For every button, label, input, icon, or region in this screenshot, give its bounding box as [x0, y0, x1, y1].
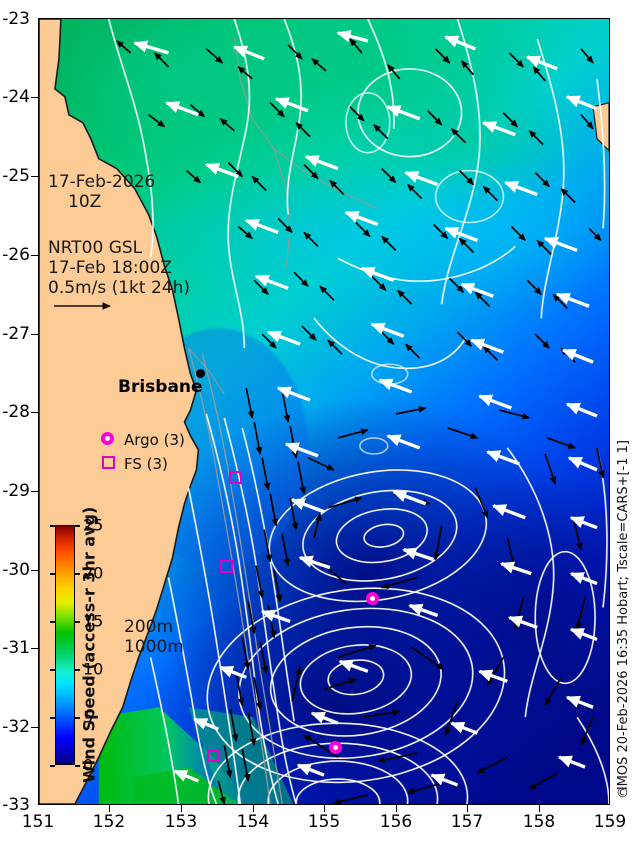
colorbar-tickmark [75, 621, 80, 623]
y-tickmark [31, 334, 38, 335]
wind-vectors [133, 30, 598, 787]
colorbar-tick-10: 10 [83, 659, 104, 679]
colorbar-tickmark [75, 669, 80, 671]
colorbar-tickmark [75, 573, 80, 575]
y-tick-27: -27 [2, 324, 30, 344]
reference-vector-arrow [54, 302, 111, 310]
y-tickmark [31, 727, 38, 728]
colorbar-tickmark [50, 765, 55, 767]
x-tickmark [539, 805, 540, 812]
datetime-annotation-hour: 10Z [68, 192, 102, 212]
y-tickmark [31, 176, 38, 177]
colorbar-tick-25: 25 [83, 515, 104, 535]
copyright-symbol: © [616, 786, 629, 801]
bathymetry-label-1000m: 1000m [124, 637, 184, 657]
model-annotation-name: NRT00 GSL [48, 238, 143, 258]
x-tick-159: 159 [593, 812, 627, 832]
y-tick-32: -32 [2, 717, 30, 737]
colorbar-tickmark [50, 669, 55, 671]
y-tickmark [31, 491, 38, 492]
fs-marker[interactable] [220, 560, 233, 573]
y-tick-33: -33 [2, 795, 30, 815]
y-tickmark [31, 255, 38, 256]
x-tick-158: 158 [522, 812, 556, 832]
model-annotation-scale: 0.5m/s (1kt 24h) [48, 278, 190, 298]
x-tickmark [324, 805, 325, 812]
colorbar-tickmark [75, 717, 80, 719]
x-tickmark [253, 805, 254, 812]
bathymetry-label-200m: 200m [124, 617, 174, 637]
legend-fs-icon [102, 456, 115, 469]
colorbar-tickmark [75, 765, 80, 767]
colorbar-tick-15: 15 [83, 611, 104, 631]
colorbar-tickmark [50, 717, 55, 719]
x-tickmark [109, 805, 110, 812]
brisbane-city-dot [196, 369, 205, 378]
y-tickmark [31, 97, 38, 98]
map-canvas [39, 19, 609, 804]
legend-argo-icon [101, 432, 114, 445]
x-tick-155: 155 [307, 812, 341, 832]
x-tick-157: 157 [450, 812, 484, 832]
y-tick-29: -29 [2, 481, 30, 501]
colorbar-title: Wind Speed (access-r 3hr avg) [79, 506, 99, 784]
fs-marker[interactable] [207, 749, 220, 762]
y-tick-26: -26 [2, 245, 30, 265]
legend-fs-label: FS (3) [124, 455, 168, 473]
y-tickmark [31, 412, 38, 413]
land-mass [39, 19, 609, 804]
x-tick-154: 154 [236, 812, 270, 832]
map-plot-area[interactable] [38, 18, 610, 805]
bathymetry-contours [187, 347, 283, 804]
colorbar-tick-20: 20 [83, 563, 104, 583]
y-tick-28: -28 [2, 402, 30, 422]
fs-marker[interactable] [229, 471, 242, 484]
model-annotation-valid-time: 17-Feb 18:00Z [48, 258, 172, 278]
legend-argo-label: Argo (3) [124, 431, 185, 449]
y-tick-30: -30 [2, 560, 30, 580]
y-tick-24: -24 [2, 87, 30, 107]
colorbar[interactable] [55, 525, 75, 765]
x-tickmark [396, 805, 397, 812]
colorbar-tick-0: 0 [83, 755, 94, 775]
y-tick-23: -23 [2, 9, 30, 29]
x-tickmark [467, 805, 468, 812]
credit-label: IMOS 20-Feb-2026 16:35 Hobart; Tscale=CA… [616, 440, 631, 791]
credit-text: IMOS 20-Feb-2026 16:35 Hobart; Tscale=CA… [616, 440, 631, 790]
x-tick-153: 153 [164, 812, 198, 832]
colorbar-tickmark [75, 525, 80, 527]
datetime-annotation-date: 17-Feb-2026 [48, 172, 156, 192]
y-tickmark [31, 648, 38, 649]
x-tick-156: 156 [379, 812, 413, 832]
argo-marker[interactable] [366, 592, 379, 605]
x-tickmark [181, 805, 182, 812]
colorbar-tickmark [50, 621, 55, 623]
brisbane-city-label: Brisbane [118, 377, 203, 397]
colorbar-tick-5: 5 [83, 707, 94, 727]
argo-marker[interactable] [329, 741, 342, 754]
x-tick-151: 151 [21, 812, 55, 832]
colorbar-tickmark [50, 525, 55, 527]
x-tick-152: 152 [92, 812, 126, 832]
y-tick-31: -31 [2, 638, 30, 658]
colorbar-tickmark [50, 573, 55, 575]
y-tick-25: -25 [2, 166, 30, 186]
y-tickmark [31, 570, 38, 571]
